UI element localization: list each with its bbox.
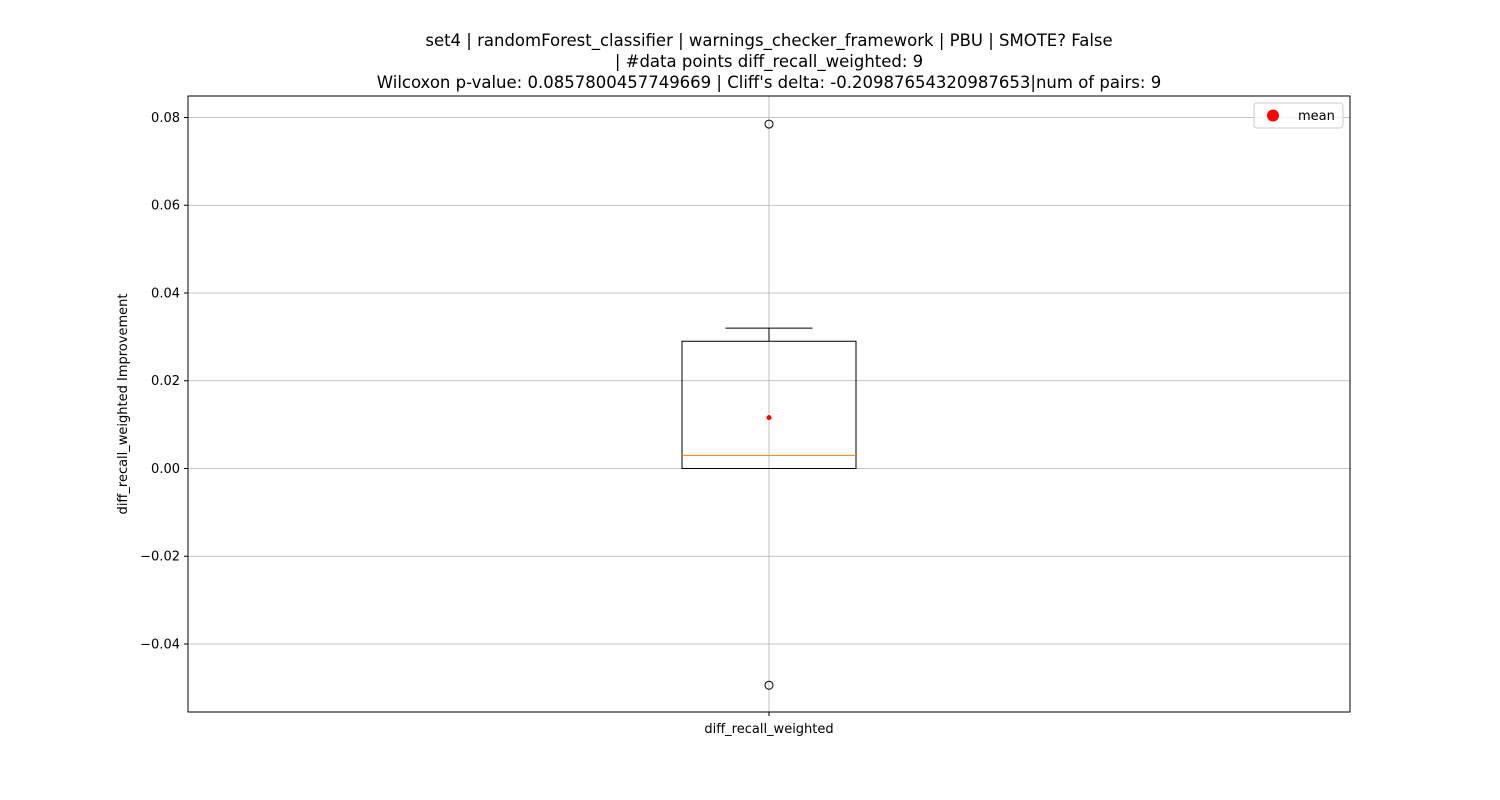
chart-title-line-2: | #data points diff_recall_weighted: 9 [615, 52, 923, 72]
mean-marker [766, 415, 772, 421]
legend-mean-marker [1267, 109, 1279, 122]
y-axis-label: diff_recall_weighted Improvement [116, 294, 131, 515]
x-tick-label: diff_recall_weighted [704, 722, 833, 737]
chart-title-line-1: set4 | randomForest_classifier | warning… [425, 31, 1112, 51]
y-tick-label: 0.02 [151, 374, 180, 389]
y-tick-label: −0.04 [140, 637, 180, 652]
y-tick-label: 0.08 [151, 111, 180, 126]
y-tick-label: −0.02 [140, 550, 180, 565]
grid-lines [188, 96, 1350, 712]
x-axis: diff_recall_weighted [704, 712, 834, 737]
legend-frame [1253, 102, 1344, 129]
plot-area [681, 119, 857, 690]
outlier-point [764, 119, 774, 129]
y-tick-label: 0.00 [151, 462, 180, 477]
box-iqr [681, 340, 857, 469]
y-tick-label: 0.06 [151, 199, 180, 214]
legend: mean [1253, 102, 1344, 129]
legend-mean-label: mean [1298, 109, 1335, 124]
outlier-point [764, 680, 774, 690]
chart-title-line-3: Wilcoxon p-value: 0.0857800457749669 | C… [377, 73, 1161, 92]
y-axis: −0.04 −0.02 0.00 0.02 0.04 0.06 0.08 [140, 111, 188, 652]
y-tick-label: 0.04 [151, 286, 180, 301]
chart-title: set4 | randomForest_classifier | warning… [377, 31, 1161, 92]
